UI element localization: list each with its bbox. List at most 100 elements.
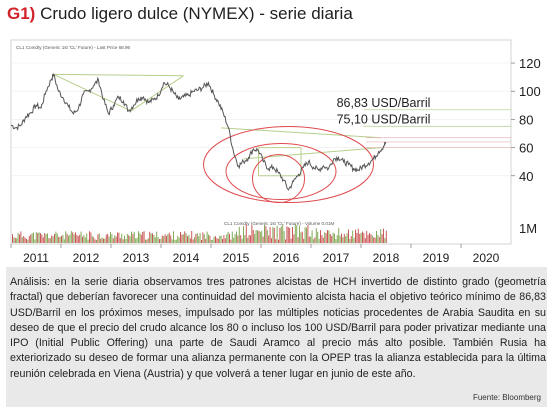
volume-bar: [84, 237, 86, 243]
volume-bar: [254, 233, 256, 243]
volume-bar: [229, 233, 230, 243]
volume-bar: [114, 235, 116, 243]
volume-bar: [285, 239, 286, 243]
volume-bar: [237, 235, 239, 243]
volume-bar: [360, 232, 362, 243]
volume-bar: [350, 236, 352, 243]
volume-bar: [98, 233, 100, 243]
volume-bar: [371, 235, 373, 243]
volume-bar: [182, 234, 184, 243]
volume-bar: [362, 231, 363, 243]
volume-bar: [55, 231, 57, 243]
volume-bar: [315, 228, 317, 243]
volume-bar: [175, 239, 177, 243]
volume-bar: [324, 232, 326, 243]
volume-bar: [107, 233, 109, 243]
volume-bar: [329, 234, 331, 243]
volume-bar: [131, 231, 132, 243]
volume-bar: [222, 239, 223, 243]
volume-bar: [321, 235, 323, 243]
volume-bar: [252, 230, 254, 243]
volume-bar: [355, 229, 356, 243]
volume-bar: [89, 231, 90, 243]
volume-bar: [248, 235, 250, 243]
volume-bar: [42, 237, 44, 243]
volume-bar: [166, 235, 167, 243]
volume-bar: [121, 233, 123, 243]
volume-bar: [273, 227, 275, 243]
analysis-text: Análisis: en la serie diaria observamos …: [10, 276, 546, 380]
volume-bar: [62, 234, 64, 243]
volume-bar: [173, 231, 174, 243]
volume-bar: [336, 235, 338, 243]
volume-bar: [108, 236, 110, 243]
volume-bar: [142, 231, 144, 243]
volume-bar: [310, 236, 312, 243]
volume-bar: [164, 234, 166, 243]
volume-bar: [90, 232, 92, 243]
volume-bar: [44, 233, 46, 243]
volume-bar: [332, 232, 334, 243]
volume-bar: [327, 230, 328, 243]
volume-bar: [245, 224, 247, 243]
volume-bar: [24, 237, 26, 243]
volume-bar: [47, 233, 48, 243]
volume-bar: [341, 233, 342, 243]
volume-bar: [63, 239, 65, 243]
volume-bar: [35, 232, 37, 243]
volume-bar: [301, 231, 303, 243]
volume-bar: [346, 233, 348, 243]
volume-bar: [269, 227, 271, 243]
volume-bar: [38, 232, 40, 243]
volume-bar: [380, 229, 382, 243]
volume-bar: [283, 231, 285, 243]
volume-bar: [266, 230, 268, 243]
volume-bar: [349, 238, 351, 243]
volume-bar: [80, 231, 82, 243]
volume-bar: [230, 239, 232, 243]
volume-bar: [240, 235, 242, 243]
volume-bar: [313, 239, 314, 243]
volume-bar: [292, 227, 293, 243]
volume-bar: [303, 238, 305, 243]
volume-bar: [334, 233, 335, 243]
volume-bar: [306, 227, 307, 243]
volume-bar: [311, 230, 313, 243]
volume-bar: [184, 231, 186, 243]
volume-bar: [157, 237, 159, 243]
volume-bar: [167, 234, 169, 243]
volume-bar: [304, 227, 306, 243]
volume-bar: [181, 234, 183, 243]
volume-bar: [345, 236, 347, 243]
volume-bar: [238, 226, 240, 243]
volume-bar: [126, 233, 128, 243]
volume-bar: [140, 234, 142, 243]
volume-bar: [216, 238, 218, 243]
hch-large-ellipse: [203, 126, 374, 203]
volume-bar: [163, 236, 165, 243]
volume-bar: [241, 238, 243, 243]
volume-bar: [257, 230, 258, 243]
volume-bar: [26, 238, 27, 243]
volume-bar: [147, 238, 149, 243]
volume-bar: [264, 224, 265, 243]
volume-bar: [331, 235, 333, 243]
volume-bar: [258, 230, 260, 243]
volume-bar: [30, 234, 32, 243]
volume-bar: [286, 226, 288, 243]
volume-bar: [194, 237, 195, 243]
volume-bar: [231, 231, 233, 243]
volume-bar: [363, 233, 365, 243]
volume-bar: [359, 233, 361, 243]
volume-bar: [119, 238, 121, 243]
volume-bar: [112, 238, 114, 243]
volume-bar: [233, 237, 235, 243]
volume-bar: [227, 231, 229, 243]
volume-bar: [320, 230, 321, 243]
x-tick-label: 2012: [73, 251, 100, 265]
volume-bar: [339, 235, 341, 243]
volume-bar: [178, 237, 180, 243]
volume-bar: [378, 237, 380, 243]
volume-bar: [201, 240, 202, 243]
volume-bar: [294, 224, 296, 243]
